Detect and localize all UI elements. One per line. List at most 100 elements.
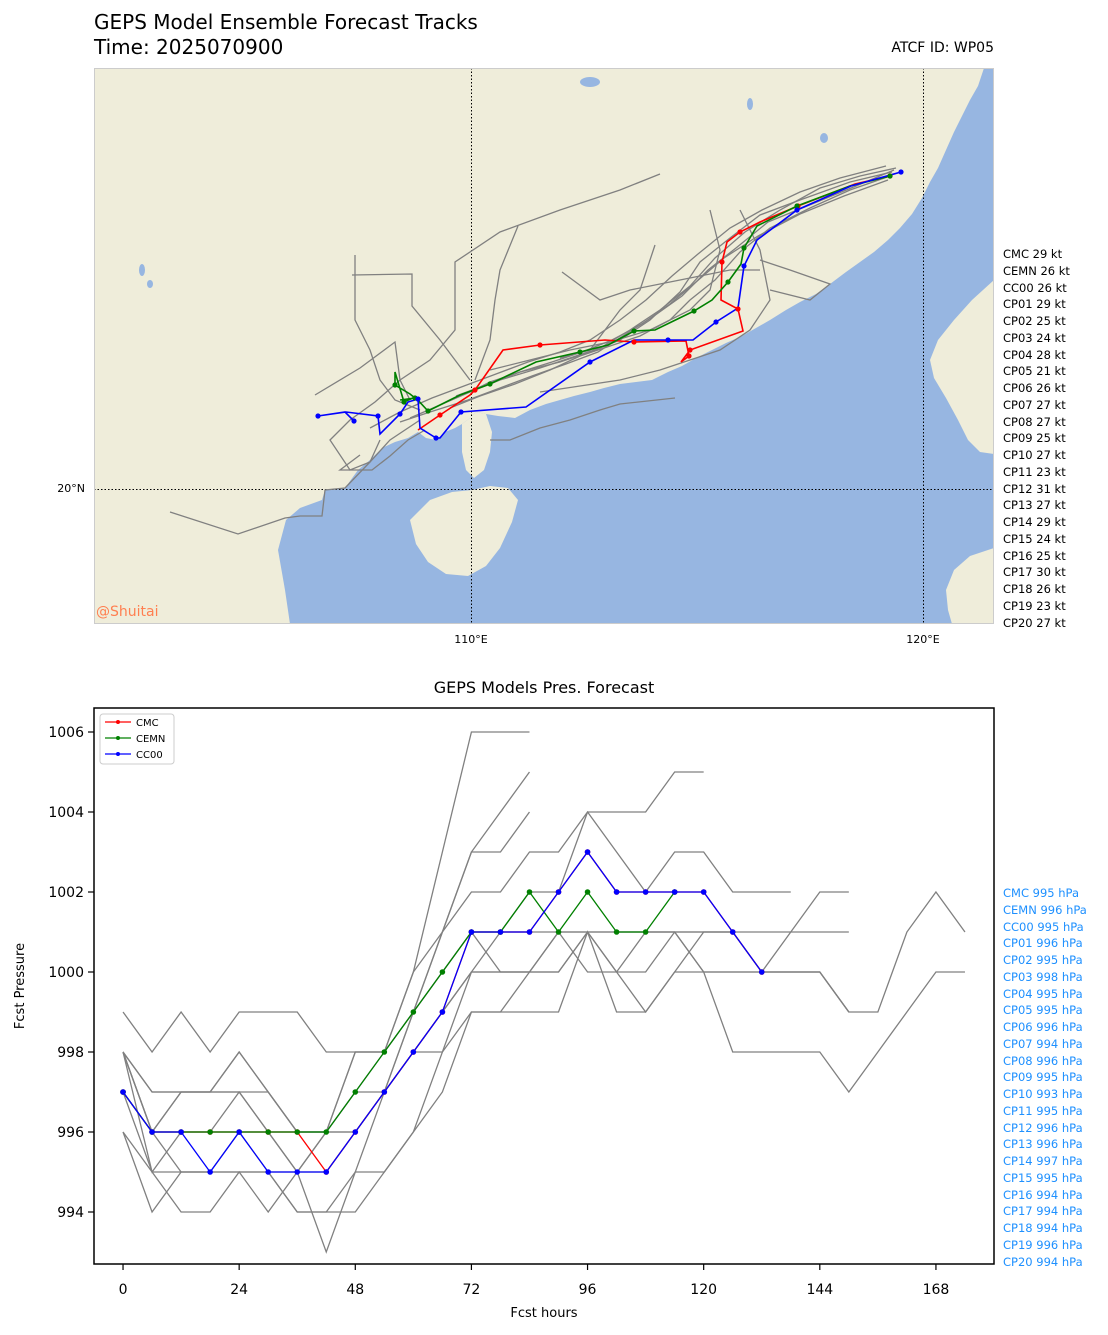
pressure-entry: CP13 996 hPa <box>1003 1137 1083 1152</box>
chart-title: GEPS Models Pres. Forecast <box>434 678 655 697</box>
member-tracks <box>169 165 897 535</box>
track-cmc <box>417 175 891 431</box>
lake <box>580 77 600 87</box>
track-point <box>401 399 407 405</box>
leizhou-peninsula <box>462 412 492 478</box>
series-point-cc00 <box>642 889 649 895</box>
series-point-cemn <box>642 929 649 935</box>
series-point-cemn <box>613 929 620 935</box>
x-tick-label: 120 <box>690 1282 717 1298</box>
series-point-cemn <box>584 889 591 895</box>
watermark: @Shuitai <box>96 604 158 620</box>
series-point-cemn <box>265 1129 271 1135</box>
pressure-list: CMC 995 hPa CEMN 996 hPa CC00 995 hPa CP01 … <box>1003 885 1087 1270</box>
track-point <box>537 342 543 348</box>
track-point <box>794 207 800 213</box>
lon-label-120e: 120°E <box>906 633 939 646</box>
pressure-entry: CP04 995 hPa <box>1003 986 1083 1001</box>
track-point <box>415 396 421 402</box>
series-point-cemn <box>352 1089 359 1095</box>
series-point-cc00 <box>671 889 678 895</box>
member-pressure-line <box>122 931 850 1133</box>
track-point <box>631 328 637 334</box>
track-point <box>725 279 731 285</box>
pressure-entry: CP14 997 hPa <box>1003 1154 1083 1168</box>
track-point <box>713 319 719 325</box>
intensity-entry: CP03 24 kt <box>1003 330 1066 345</box>
series-point-cemn <box>323 1129 330 1135</box>
member-track <box>539 209 771 393</box>
track-point <box>437 412 443 418</box>
intensity-entry: CP20 27 kt <box>1003 615 1066 630</box>
forecast-time: Time: 2025070900 <box>94 35 284 59</box>
series-point-cc00 <box>236 1129 242 1135</box>
intensity-entry: CP16 25 kt <box>1003 548 1066 563</box>
x-tick-label: 72 <box>463 1282 481 1298</box>
track-point <box>587 359 593 365</box>
intensity-entry: CP06 26 kt <box>1003 381 1066 395</box>
series-point-cc00 <box>207 1169 213 1175</box>
intensity-entry: CP10 27 kt <box>1003 448 1066 462</box>
intensity-list: CMC 29 kt CEMN 26 kt CC00 26 kt CP01 29 kt C… <box>1003 246 1070 631</box>
pressure-entry: CMC 995 hPa <box>1003 886 1079 900</box>
map-frame <box>94 68 994 624</box>
intensity-entry: CP01 29 kt <box>1003 297 1066 312</box>
track-point <box>735 306 741 312</box>
member-track <box>338 429 426 471</box>
pressure-entry: CP09 995 hPa <box>1003 1070 1083 1085</box>
lake <box>747 98 753 110</box>
map-panel <box>94 68 994 624</box>
member-track <box>474 225 519 381</box>
series-point-cc00 <box>410 1049 417 1055</box>
intensity-entry: CP14 29 kt <box>1003 515 1066 529</box>
track-point <box>687 347 693 353</box>
lon-label-110e: 110°E <box>454 633 487 646</box>
pressure-entry: CP11 995 hPa <box>1003 1103 1083 1118</box>
series-point-cemn <box>381 1049 388 1055</box>
series-point-cemn <box>555 929 562 935</box>
luzon-island <box>946 548 994 624</box>
member-track <box>561 269 760 301</box>
y-axis-label: Fcst Pressure <box>13 943 28 1029</box>
x-tick-label: 0 <box>119 1282 128 1298</box>
track-point <box>719 259 725 265</box>
pressure-entry: CP15 995 hPa <box>1003 1170 1083 1185</box>
track-point <box>686 353 692 359</box>
series-point-cc00 <box>265 1169 271 1175</box>
y-tick-label: 1004 <box>48 805 84 821</box>
track-point <box>375 413 381 419</box>
pressure-entry: CP03 998 hPa <box>1003 969 1083 984</box>
south-china-sea <box>278 68 994 624</box>
series-point-cc00 <box>381 1089 388 1095</box>
pressure-entry: CP02 995 hPa <box>1003 953 1083 967</box>
x-tick-label: 168 <box>923 1282 950 1298</box>
series-point-cemn <box>207 1129 213 1135</box>
pressure-entry: CP05 995 hPa <box>1003 1003 1083 1018</box>
intensity-entry: CP11 23 kt <box>1003 464 1066 479</box>
intensity-entry: CP07 27 kt <box>1003 397 1066 412</box>
x-tick-label: 48 <box>346 1282 364 1298</box>
series-point-cc00 <box>294 1169 301 1175</box>
chart-highlight-lines <box>120 849 765 1175</box>
hainan-island <box>410 486 518 576</box>
track-point <box>351 418 357 424</box>
y-tick-label: 1006 <box>48 725 84 741</box>
track-point <box>433 435 439 441</box>
track-point <box>665 337 671 343</box>
series-point-cc00 <box>149 1129 155 1135</box>
intensity-entry: CP09 25 kt <box>1003 431 1066 446</box>
track-point <box>472 387 478 393</box>
legend-box <box>99 713 175 765</box>
y-tick-label: 994 <box>57 1205 84 1221</box>
x-axis: 0 24 48 72 96 120 144 168 <box>119 1264 950 1298</box>
x-tick-label: 24 <box>230 1282 248 1298</box>
track-point <box>315 413 321 419</box>
series-point-cc00 <box>497 929 504 935</box>
intensity-entry: CP17 30 kt <box>1003 565 1066 580</box>
pressure-entry: CP08 996 hPa <box>1003 1053 1083 1068</box>
track-point <box>887 173 893 179</box>
series-point-cc00 <box>584 849 591 855</box>
pressure-entry: CP06 996 hPa <box>1003 1020 1083 1034</box>
member-track <box>490 397 676 441</box>
series-point-cemn <box>294 1129 301 1135</box>
